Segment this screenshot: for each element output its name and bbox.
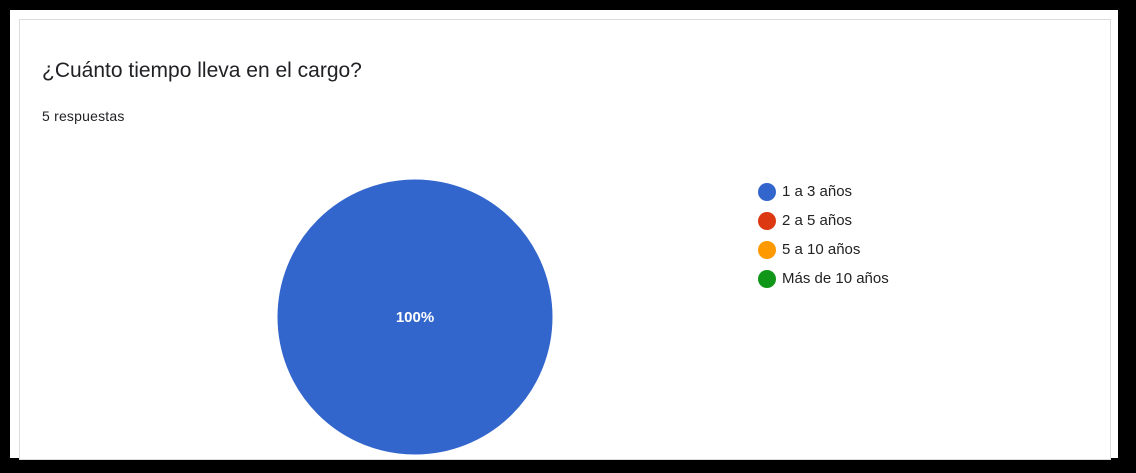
- legend-item[interactable]: 1 a 3 años: [758, 177, 889, 206]
- pie-chart: 100%: [276, 178, 554, 456]
- legend-label: 2 a 5 años: [782, 212, 853, 229]
- chart-legend: 1 a 3 años 2 a 5 años 5 a 10 años Más de 10…: [758, 177, 889, 293]
- legend-label: Más de 10 años: [782, 270, 889, 287]
- question-card: ¿Cuánto tiempo lleva en el cargo? 5 resp…: [19, 19, 1111, 460]
- legend-item[interactable]: 5 a 10 años: [758, 235, 889, 264]
- legend-item[interactable]: Más de 10 años: [758, 264, 889, 293]
- legend-swatch-icon: [758, 182, 776, 201]
- question-title: ¿Cuánto tiempo lleva en el cargo?: [42, 59, 362, 82]
- legend-item[interactable]: 2 a 5 años: [758, 206, 889, 235]
- pie-slice-0[interactable]: [276, 178, 554, 456]
- legend-swatch-icon: [758, 269, 776, 288]
- legend-swatch-icon: [758, 240, 776, 259]
- legend-label: 5 a 10 años: [782, 241, 861, 258]
- response-count: 5 respuestas: [42, 108, 125, 124]
- legend-label: 1 a 3 años: [782, 183, 853, 200]
- legend-swatch-icon: [758, 211, 776, 230]
- pie-slice-label-0: 100%: [396, 309, 434, 326]
